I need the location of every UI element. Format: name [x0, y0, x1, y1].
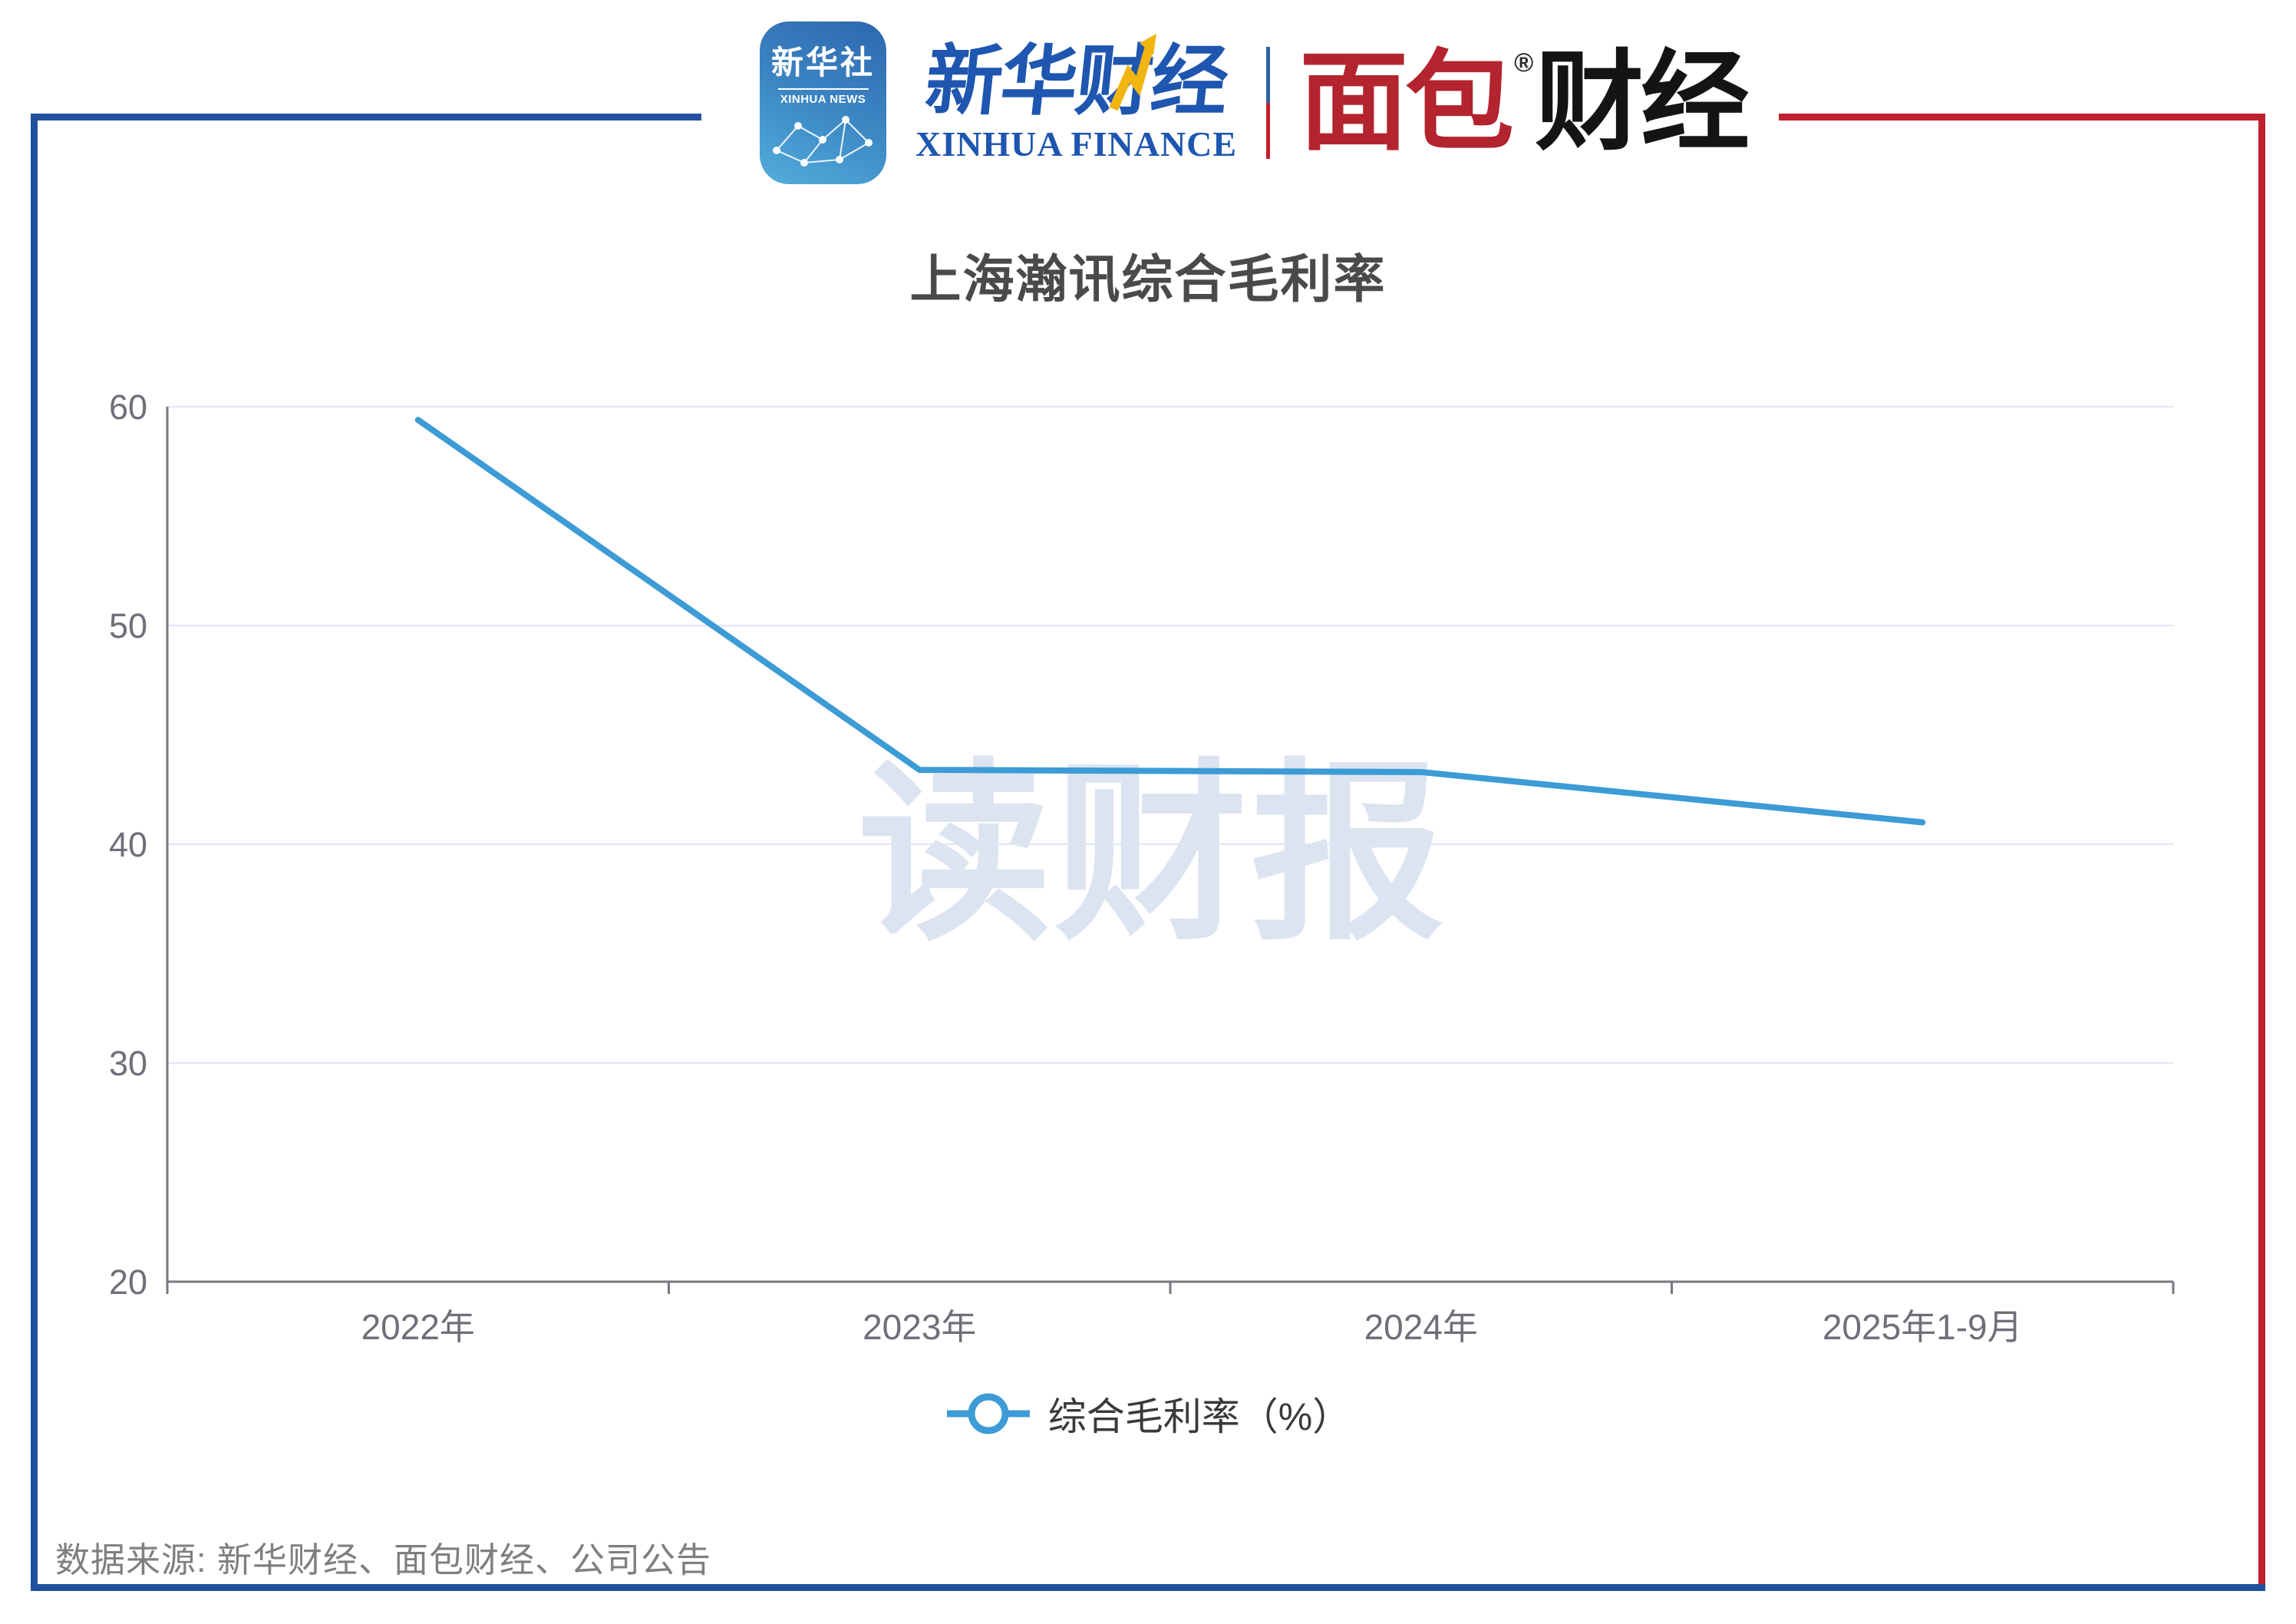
frame-border-left	[31, 114, 38, 1591]
xinhua-finance-cn: 新华财经	[921, 38, 1232, 124]
watermark-text: 读财报	[858, 747, 1448, 962]
frame-border-top-right	[1614, 114, 2265, 120]
registered-trademark-icon: ®	[1514, 48, 1534, 78]
network-constellation-icon	[772, 116, 873, 167]
x-axis-label-2: 2024年	[1364, 1307, 1478, 1347]
mianbao-finance-logo: 面包 ® 财经	[1299, 41, 1750, 163]
xinhua-news-app-icon: 新华社 XINHUA NEWS	[760, 21, 886, 184]
chart-title: 上海瀚讯综合毛利率	[909, 251, 1387, 309]
xinhua-finance-logo: 新华财经 XINHUA FINANCE	[915, 34, 1238, 164]
legend-label: 综合毛利率（%）	[1047, 1395, 1351, 1438]
mianbao-finance-cn-red: 面包	[1299, 41, 1514, 163]
logo-divider	[1266, 47, 1271, 159]
y-axis-label-60: 60	[109, 388, 147, 427]
legend-line-marker-icon	[946, 1393, 1030, 1434]
header-logo-strip: 新华社 XINHUA NEWS 新华财经	[727, 18, 1780, 187]
frame-border-top-left	[31, 114, 701, 120]
y-axis-label-30: 30	[109, 1044, 147, 1083]
x-axis-label-1: 2023年	[863, 1307, 976, 1347]
xinhua-news-app-en: XINHUA NEWS	[780, 93, 866, 106]
y-axis-label-50: 50	[109, 606, 147, 645]
frame-border-bottom	[31, 1584, 2265, 1591]
mianbao-finance-cn-black: 财经	[1535, 41, 1750, 163]
y-axis-label-40: 40	[109, 825, 147, 864]
xinhua-news-app-cn: 新华社	[770, 45, 875, 81]
y-axis-label-20: 20	[109, 1263, 147, 1302]
x-axis-label-3: 2025年1-9月	[1823, 1307, 2023, 1347]
yellow-arrow-icon	[1109, 34, 1156, 111]
frame-border-right	[2258, 114, 2265, 1591]
xinhua-news-app-rule	[777, 88, 869, 90]
x-axis-label-0: 2022年	[361, 1307, 475, 1347]
data-source-note: 数据来源: 新华财经、面包财经、公司公告	[55, 1540, 712, 1579]
chart-legend: 综合毛利率（%）	[0, 1386, 2296, 1441]
xinhua-finance-en: XINHUA FINANCE	[915, 124, 1238, 163]
series-line-gross-margin	[414, 417, 1926, 826]
